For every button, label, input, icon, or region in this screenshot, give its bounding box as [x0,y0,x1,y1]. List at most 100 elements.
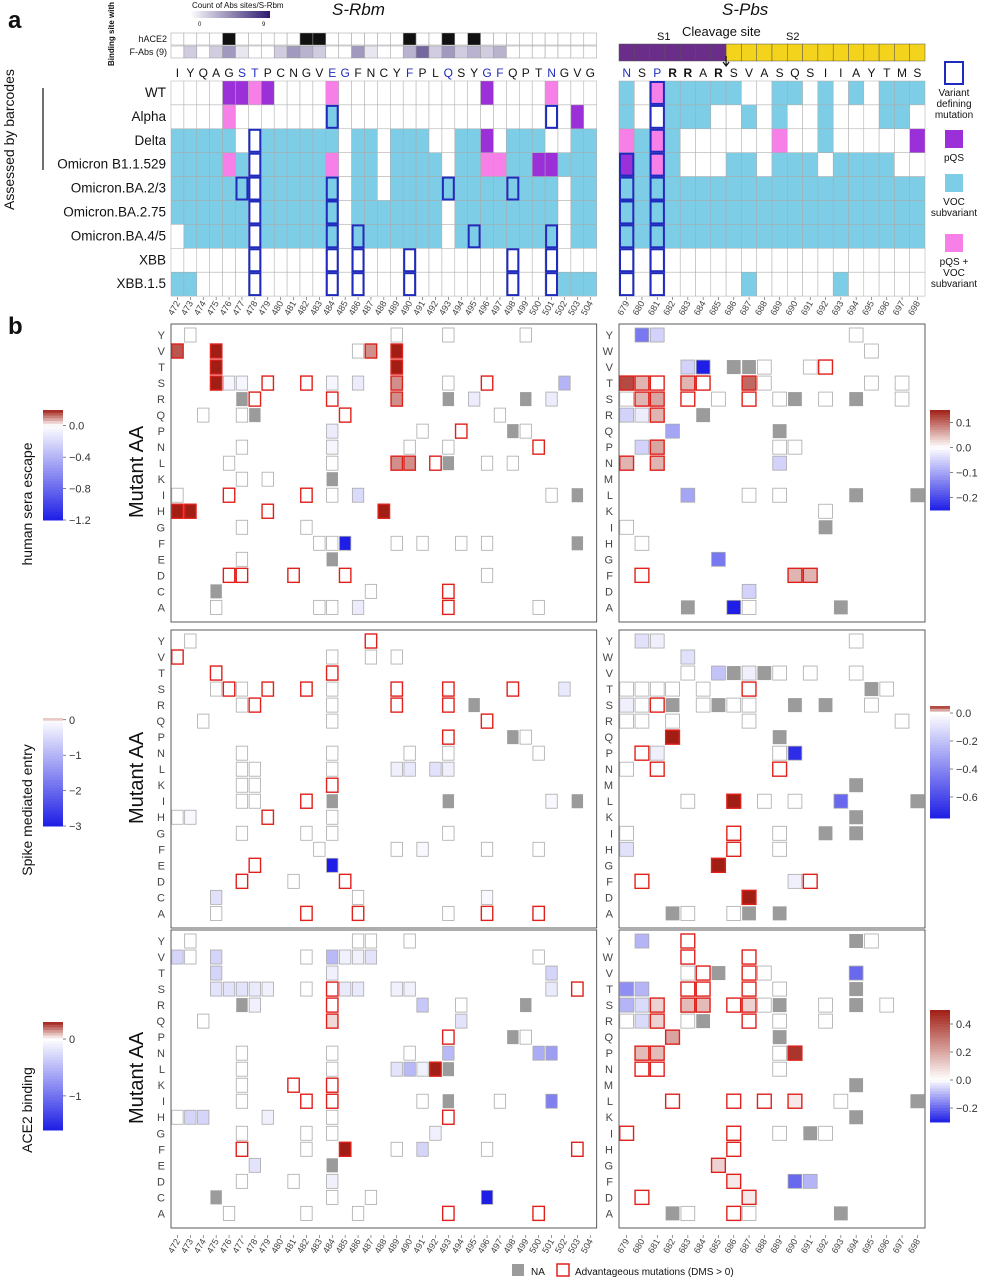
mutant-aa-label: W [603,652,614,664]
heatmap-cell-na [742,906,756,921]
heatmap-cell-na [818,698,833,713]
variant-cell-rbm [583,271,597,297]
variant-cell-pbs [710,80,727,106]
colorbar-segment [930,762,950,766]
colorbar-segment [930,717,950,721]
variant-cell-pbs [756,200,773,225]
heatmap-cell-na [520,392,532,407]
heatmap-cell-advantageous [429,1061,442,1077]
variant-cell-rbm [467,176,481,201]
colorbar-segment [43,755,63,759]
heatmap-frame-rbm [170,929,598,1229]
rbm-residue: N [289,66,298,80]
position-label: 493 [437,299,453,317]
variant-cell-rbm [325,80,339,106]
binding-cell [170,45,185,59]
variant-cell-rbm [222,200,236,225]
colorbar-segment [930,445,950,448]
binding-cell [454,32,468,46]
variant-cell-pbs [817,176,834,201]
variant-cell-pbs [741,224,757,249]
colorbar-tick-label: −2 [69,786,82,798]
variant-cell-rbm [286,128,301,153]
binding-cell [325,45,339,59]
binding-cell [531,45,546,59]
variant-cell-rbm [235,128,249,153]
heatmap-cell-advantageous [429,455,442,471]
heatmap-cell-advantageous [726,1141,742,1158]
variant-cell-pbs [756,128,773,153]
mutant-aa-label: M [604,1080,613,1092]
colorbar-segment [930,460,950,463]
variant-cell-rbm [390,104,404,130]
heatmap-cell-advantageous [680,375,696,391]
heatmap-cell [235,375,249,391]
heatmap-cell [326,681,339,697]
variant-cell-rbm [415,128,430,153]
heatmap-cell-advantageous [338,1141,352,1158]
legend-adv-swatch [556,1263,570,1277]
position-label: 691 [799,299,815,317]
variant-defining-outline [619,152,635,177]
variant-cell-pbs [618,176,635,201]
binding-cell [493,32,507,46]
variant-cell-rbm [209,128,223,153]
colorbar-segment [930,1021,950,1025]
colorbar-segment [43,473,63,477]
variant-cell-rbm [299,200,314,225]
variant-cell-rbm [286,271,301,297]
heatmap-cell-na [818,520,833,535]
colorbar-segment [43,782,63,786]
binding-cell [390,32,404,46]
colorbar-segment [43,426,63,430]
mutant-aa-label: F [606,876,613,888]
pbs-residue: A [699,66,707,80]
rbm-residue: G [482,66,491,80]
variant-label: WT [145,85,166,100]
colorbar-segment [43,1057,63,1061]
heatmap-cell-na [849,998,864,1013]
heatmap-cell-advantageous [532,439,546,455]
heatmap-cell-advantageous [741,375,757,391]
heatmap-cell [171,487,184,503]
colorbar-tick-label: −1 [69,750,82,762]
position-label: 487 [360,1237,376,1255]
mutant-aa-label: T [606,684,613,696]
variant-cell-pbs [894,80,910,106]
colorbar-segment [43,1111,63,1115]
mutant-aa-label: G [604,1160,613,1172]
variant-cell-rbm [261,176,275,201]
heatmap-cell-na [507,1030,519,1045]
mutant-aa-label: K [158,780,166,792]
colorbar-tick-label: 0 [69,1034,75,1046]
colorbar-segment [43,1022,63,1026]
variant-cell-pbs [863,128,880,153]
heatmap-cell-advantageous [664,1029,681,1045]
position-label: 693 [829,1237,845,1255]
variant-cell-pbs [634,152,650,177]
heatmap-cell-advantageous [802,567,818,584]
variant-cell-pbs [787,152,803,177]
heatmap-cell-na [757,666,772,681]
heatmap-cell [894,375,910,391]
variant-cell-rbm [338,128,352,153]
heatmap-cell-advantageous [634,873,650,890]
variant-cell-rbm [583,200,597,225]
variant-cell-rbm [209,200,223,225]
heatmap-cell [235,471,249,487]
colorbar-segment [43,801,63,805]
heatmap-cell [680,905,696,921]
legend-label: pQS + VOC subvariant [931,257,977,290]
heatmap-cell-na [910,1094,925,1109]
position-label: 479 [256,1237,272,1255]
variant-cell-pbs [695,224,712,249]
heatmap-cell [695,697,711,713]
colorbar-segment [930,795,950,799]
heatmap-cell [695,359,711,375]
variant-cell-pbs [618,104,635,130]
dms-heatmaps: YVTSRQPNLKIHGFEDCAYWVTSRQPNMLKIHGFDAMuta… [19,323,926,1255]
heatmap-cell [532,745,545,761]
variant-cell-rbm [557,271,572,297]
heatmap-cell-advantageous [741,681,757,697]
heatmap-cell-advantageous [726,1093,742,1109]
